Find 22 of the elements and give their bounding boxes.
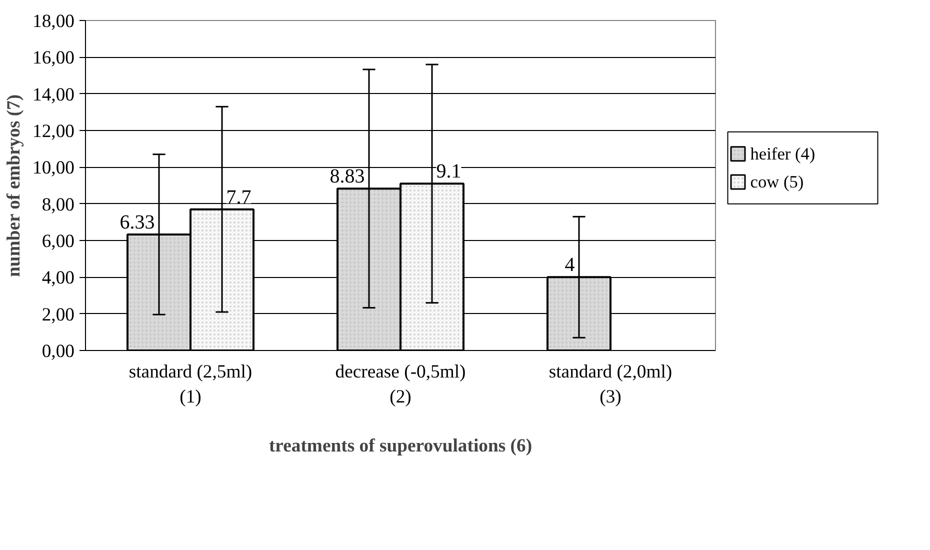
data-label: 4 (564, 254, 575, 276)
data-label: 6.33 (120, 211, 155, 234)
y-tick-label: 18,00 (32, 11, 75, 32)
x-tick-label: standard (2,0ml) (3) (548, 362, 672, 408)
data-label: 7.7 (226, 186, 252, 208)
data-label: 8.83 (330, 166, 365, 188)
y-tick-label: 0,00 (42, 341, 75, 362)
legend-label: heifer (4) (750, 144, 816, 164)
y-tick-label: 4,00 (42, 268, 75, 289)
y-tick-label: 16,00 (32, 48, 75, 69)
x-tick-label: standard (2,5ml) (1) (128, 362, 252, 408)
x-tick-label: decrease (-0,5ml) (2) (335, 362, 466, 408)
data-label: 9.1 (436, 160, 462, 183)
y-tick-label: 12,00 (32, 121, 75, 142)
y-tick-label: 10,00 (32, 158, 75, 179)
y-tick-label: 2,00 (42, 304, 75, 326)
y-tick-label: 14,00 (32, 84, 75, 106)
legend-label: cow (5) (750, 172, 804, 192)
y-axis-title: number of embryos (7) (4, 94, 25, 277)
x-axis-title: treatments of superovulations (6) (268, 436, 532, 457)
y-tick-label: 8,00 (42, 194, 75, 216)
y-tick-label: 6,00 (42, 231, 75, 252)
